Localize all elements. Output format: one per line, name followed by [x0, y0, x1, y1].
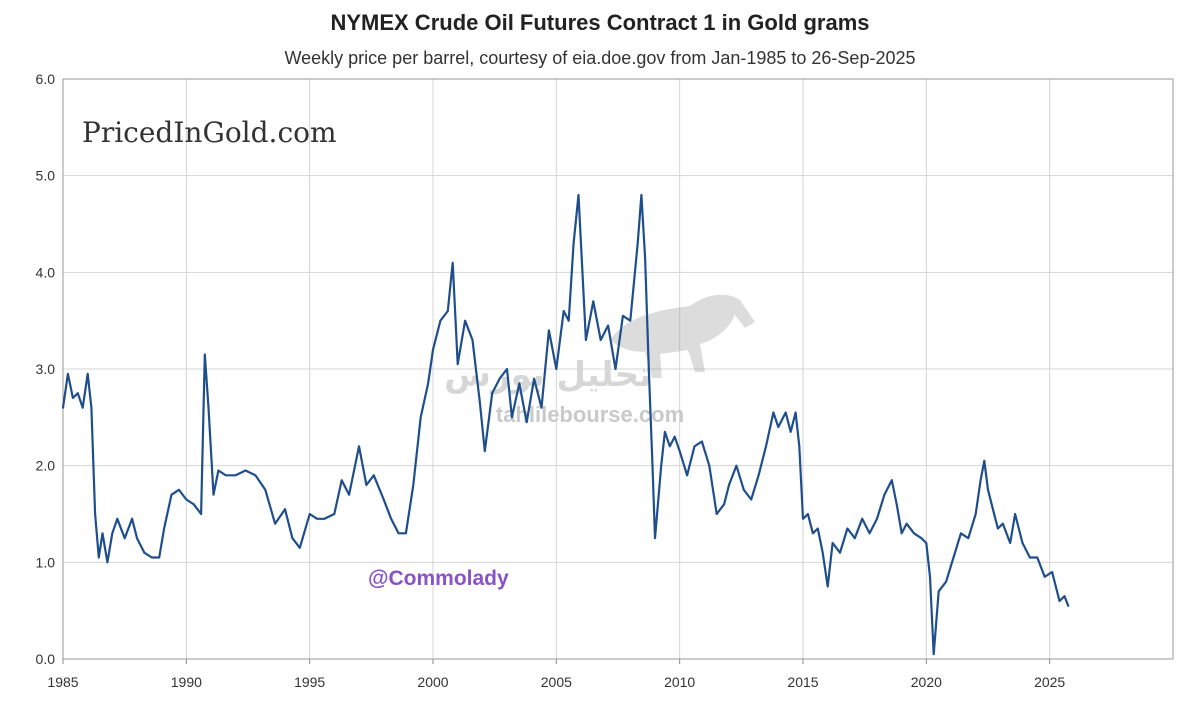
x-tick-label: 1985 [47, 674, 78, 690]
chart-title: NYMEX Crude Oil Futures Contract 1 in Go… [330, 10, 870, 35]
x-tick-label: 2010 [664, 674, 695, 690]
plot-frame [62, 78, 1174, 660]
y-tick-label: 6.0 [36, 71, 56, 87]
y-tick-label: 0.0 [36, 651, 56, 667]
y-tick-label: 5.0 [36, 168, 56, 184]
x-tick-label: 2015 [787, 674, 818, 690]
y-tick-label: 3.0 [36, 361, 56, 377]
chart-subtitle: Weekly price per barrel, courtesy of eia… [284, 48, 916, 68]
x-tick-label: 2020 [911, 674, 942, 690]
series-line-0 [61, 193, 1070, 656]
x-tick-label: 1990 [171, 674, 202, 690]
series-layer [61, 193, 1070, 656]
y-tick-label: 2.0 [36, 458, 56, 474]
x-tick-label: 2005 [541, 674, 572, 690]
x-tick-label: 2000 [417, 674, 448, 690]
y-tick-label: 1.0 [36, 554, 56, 570]
x-tick-label: 1995 [294, 674, 325, 690]
x-tick-label: 2025 [1034, 674, 1065, 690]
y-tick-label: 4.0 [36, 264, 56, 280]
axes: 0.0 1.0 2.0 3.0 4.0 5.0 6.0 1985 1990 1995 2000 200… [36, 71, 1174, 690]
watermark-handle: @Commolady [368, 567, 509, 590]
watermark-site-text: PricedInGold.com [82, 116, 337, 149]
